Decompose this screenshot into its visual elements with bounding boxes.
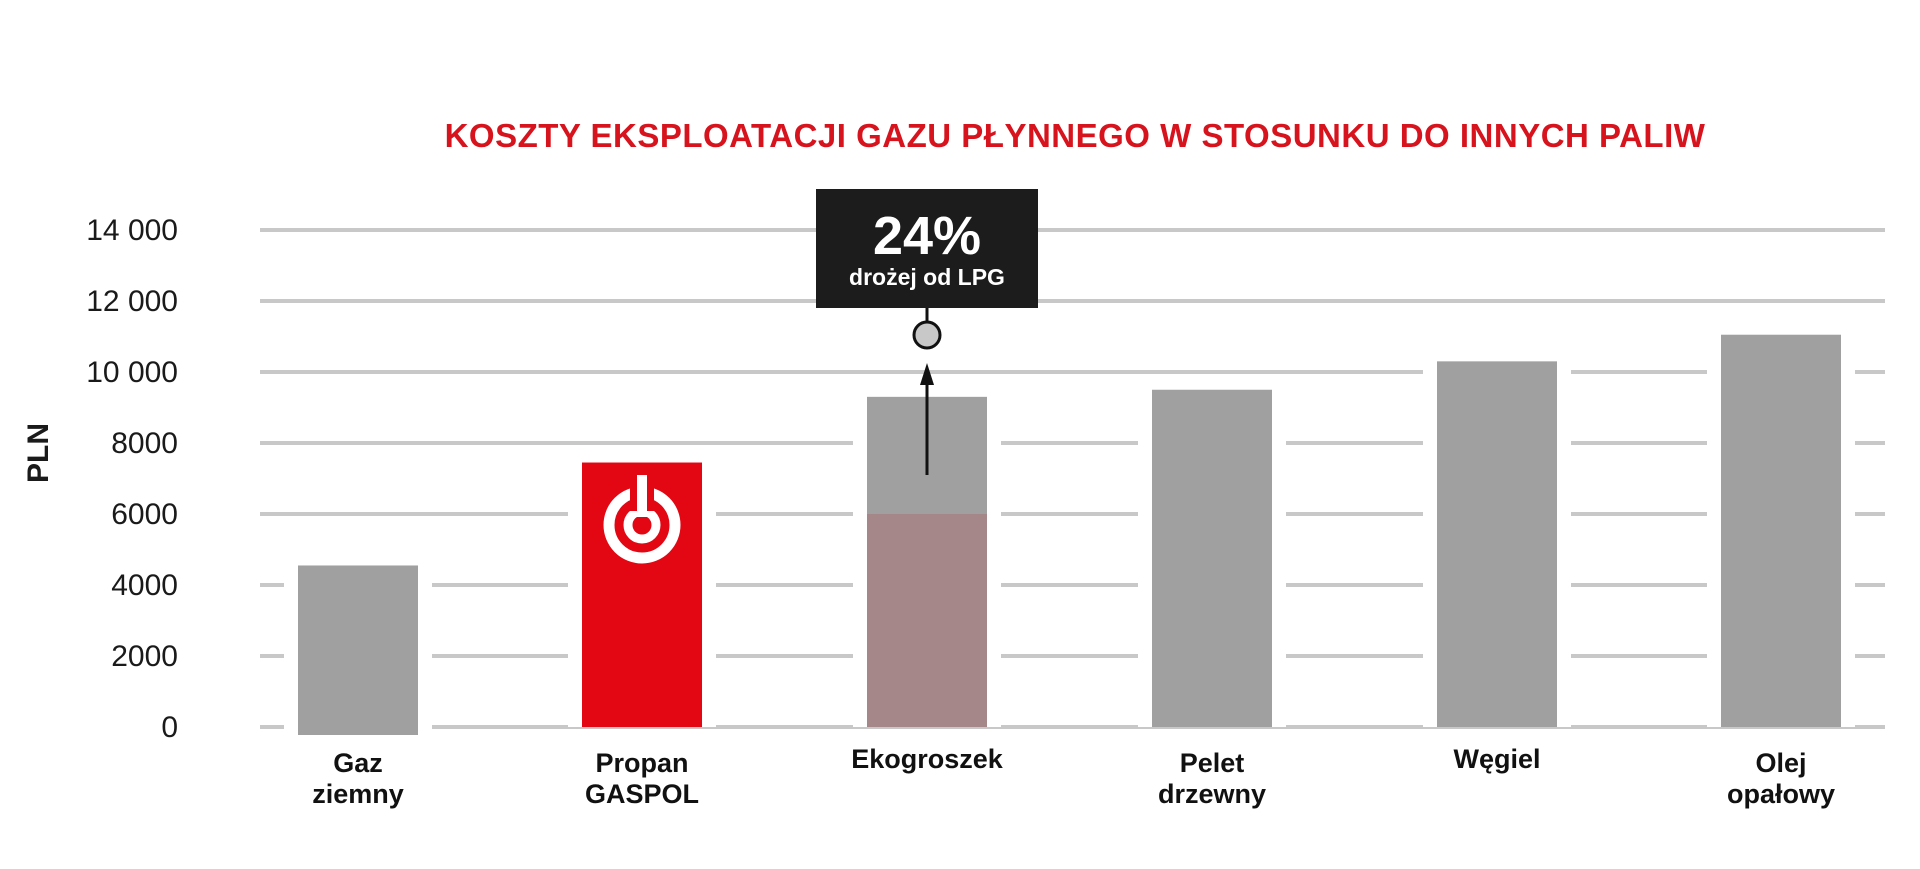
arrow-head-icon bbox=[920, 363, 934, 385]
chart-title: KOSZTY EKSPLOATACJI GAZU PŁYNNEGO W STOS… bbox=[445, 117, 1706, 154]
category-label: Ekogroszek bbox=[851, 744, 1004, 774]
callout: 24% drożej od LPG bbox=[816, 189, 1038, 475]
category-label: GASPOL bbox=[585, 779, 699, 809]
category-label: Gaz bbox=[333, 748, 383, 778]
category-label: opałowy bbox=[1727, 779, 1835, 809]
y-tick-labels: 0 2000 4000 6000 8000 10 000 12 000 14 000 bbox=[86, 214, 178, 744]
bar bbox=[1152, 389, 1272, 727]
category-label: Węgiel bbox=[1453, 744, 1540, 774]
category-label: ziemny bbox=[312, 779, 404, 809]
bars bbox=[284, 334, 1855, 735]
y-tick-label: 0 bbox=[161, 711, 178, 744]
bar bbox=[1721, 334, 1841, 727]
y-tick-label: 4000 bbox=[111, 569, 178, 602]
category-label: Propan bbox=[595, 748, 688, 778]
callout-box bbox=[816, 189, 1038, 308]
callout-text: drożej od LPG bbox=[849, 264, 1005, 290]
bar bbox=[298, 565, 418, 735]
y-tick-label: 8000 bbox=[111, 427, 178, 460]
callout-marker bbox=[912, 320, 942, 350]
y-axis-label: PLN bbox=[22, 423, 55, 483]
category-label: Pelet bbox=[1180, 748, 1245, 778]
gaspol-power-logo-icon bbox=[603, 471, 681, 564]
gridlines bbox=[260, 228, 1885, 729]
y-tick-label: 14 000 bbox=[86, 214, 178, 247]
callout-value: 24% bbox=[873, 206, 981, 266]
y-tick-label: 12 000 bbox=[86, 285, 178, 318]
y-tick-label: 6000 bbox=[111, 498, 178, 531]
y-tick-label: 2000 bbox=[111, 640, 178, 673]
lpg-comparison-overlay bbox=[867, 514, 987, 727]
category-label: drzewny bbox=[1158, 779, 1266, 809]
bar bbox=[1437, 361, 1557, 727]
y-tick-label: 10 000 bbox=[86, 356, 178, 389]
category-label: Olej bbox=[1755, 748, 1806, 778]
